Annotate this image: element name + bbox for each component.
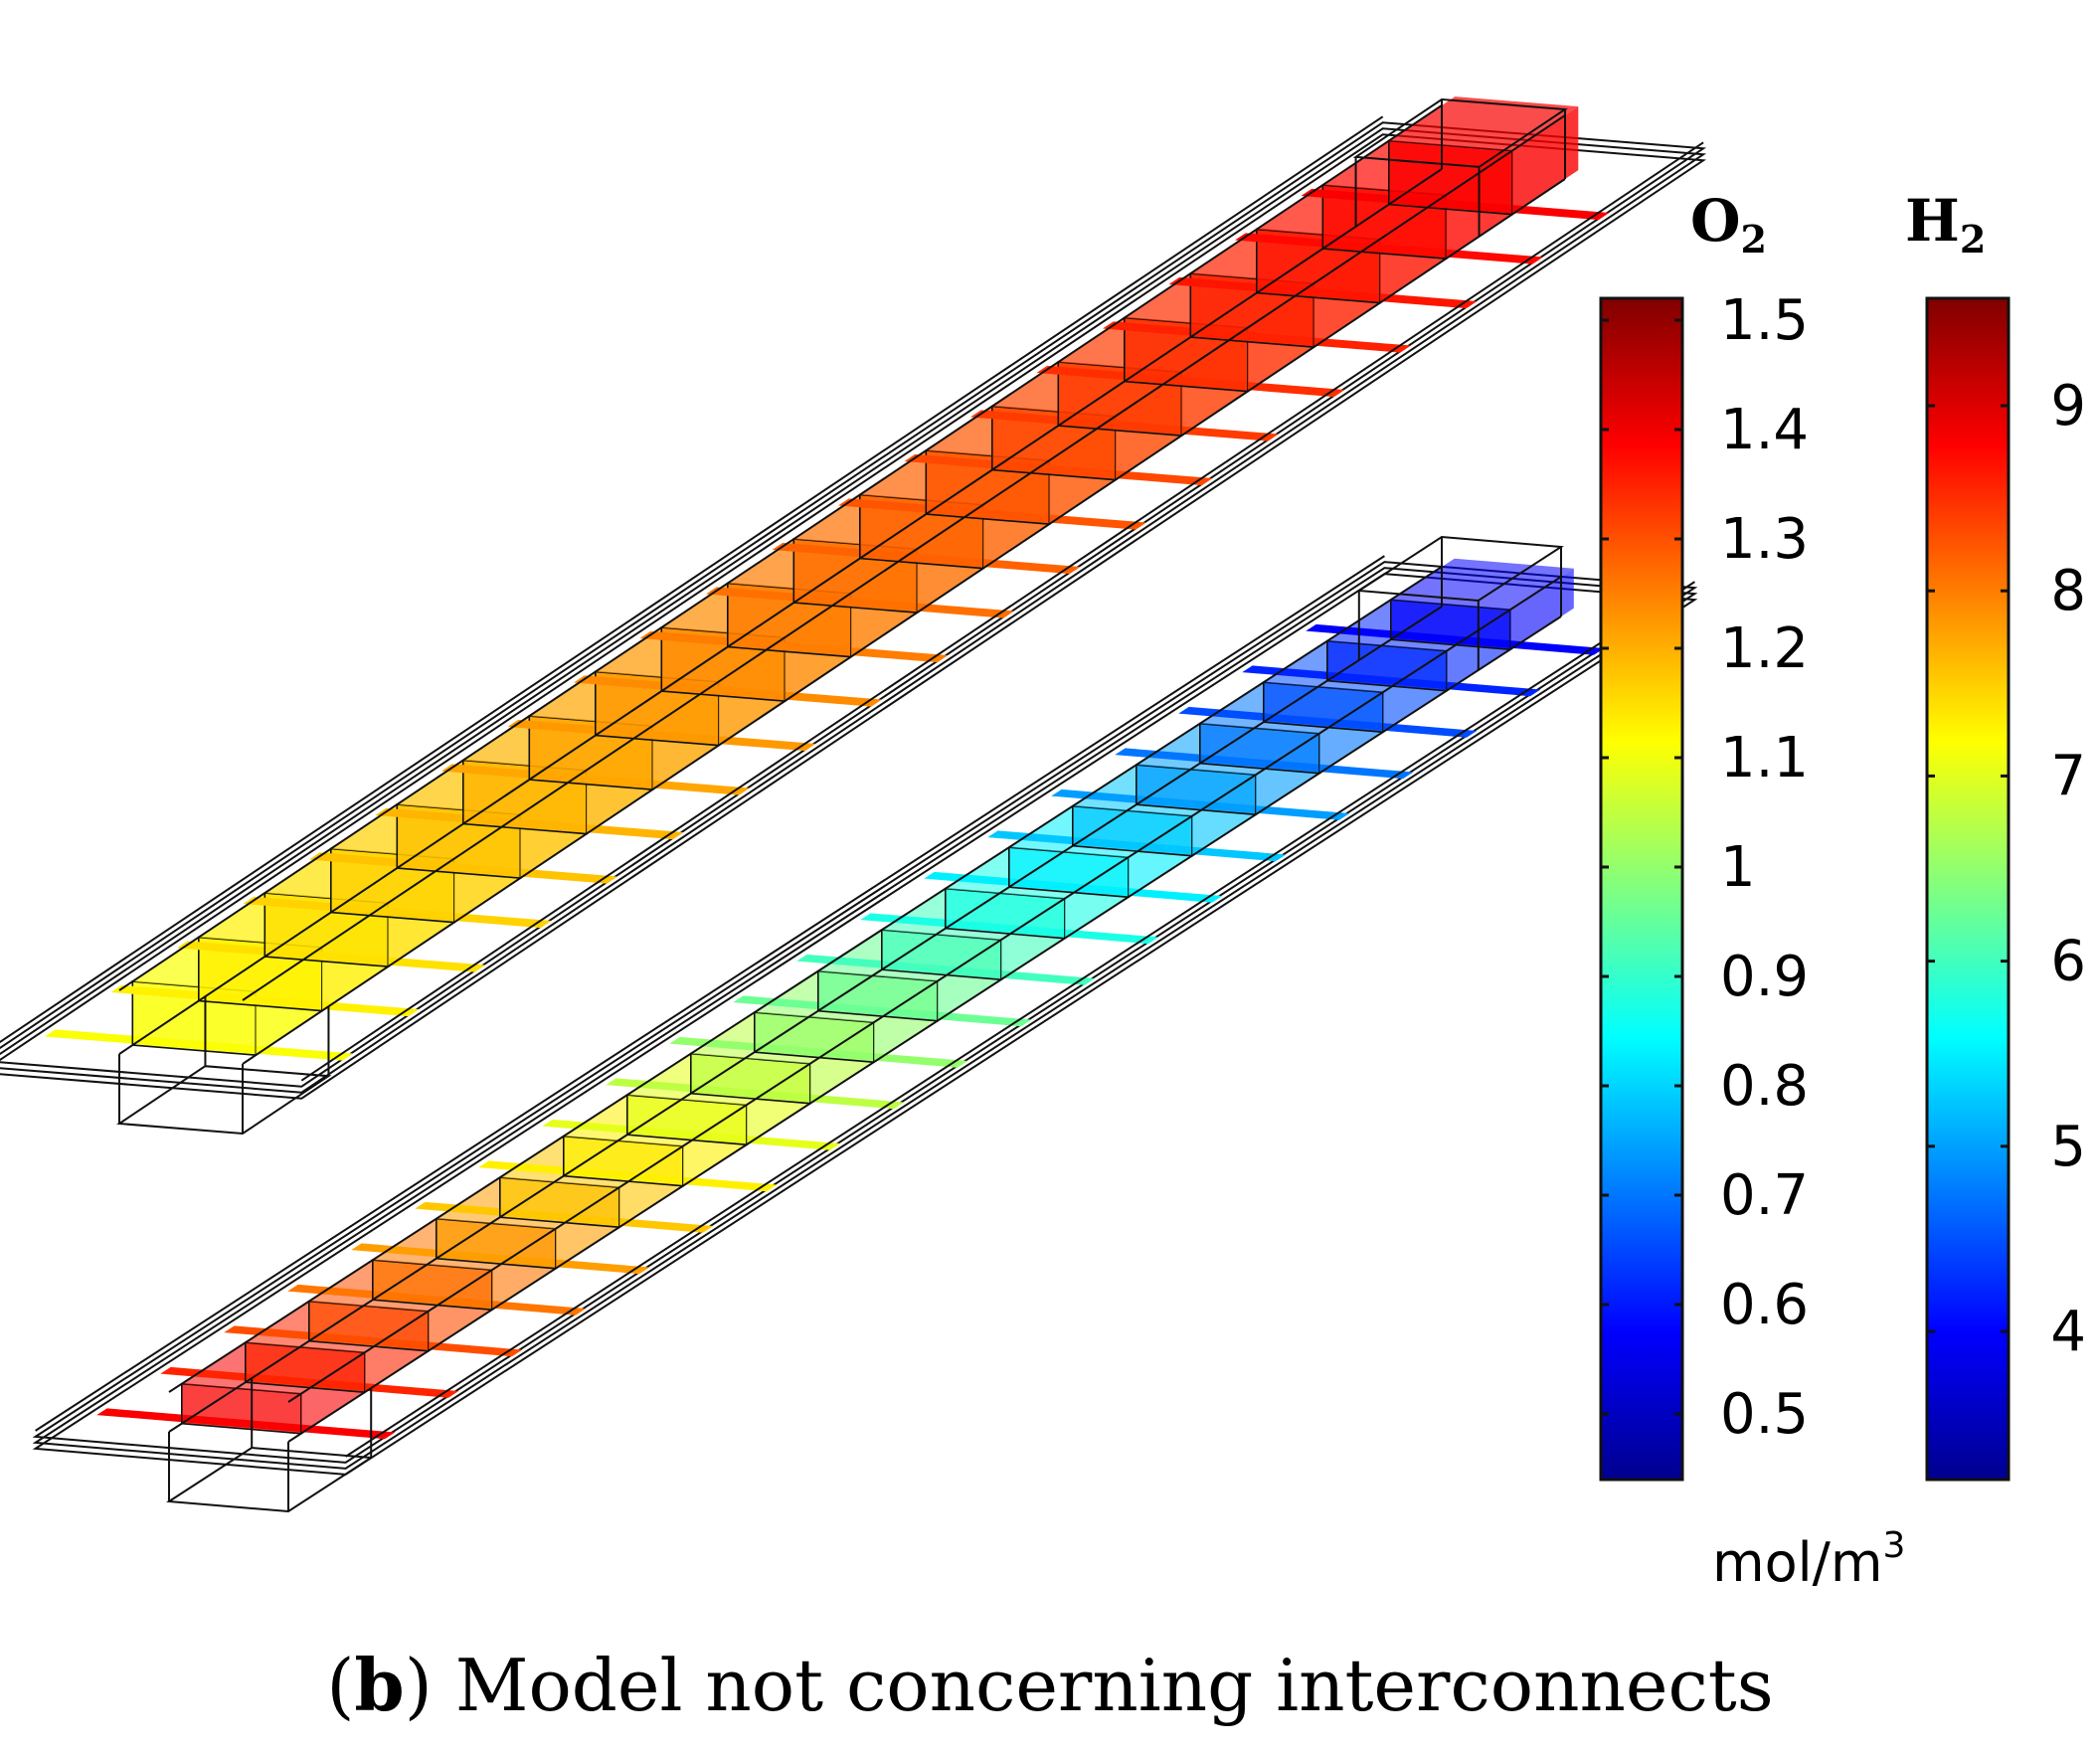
channel-cell-side: [1511, 106, 1579, 215]
tick-label: 1.2: [1720, 616, 1809, 681]
tick-label: 1.4: [1720, 398, 1809, 462]
tick-label: 8: [2050, 559, 2086, 623]
plate-frame-edge: [345, 581, 1695, 1458]
tick-label: 1.3: [1720, 507, 1809, 572]
base-plate-layer: [32, 567, 1698, 1470]
h2-colorbar: H2 9 8 7 6 5 4: [1905, 187, 2086, 1482]
tick-label: 6: [2050, 930, 2086, 994]
o2-channel-3d-model: [0, 96, 1707, 1136]
unit-sup: 3: [1882, 1525, 1905, 1566]
tick-label: 0.8: [1720, 1054, 1809, 1119]
tick-label: 0.7: [1720, 1163, 1809, 1228]
o2-colorbar-gradient: [1599, 296, 1684, 1482]
plate-frame-edge: [0, 115, 1384, 1044]
o2-colorbar-ticks: 1.5 1.4 1.3 1.2 1.1 1 0.9 0.8 0.7 0.6 0.5: [1600, 288, 1809, 1447]
tick-label: 4: [2050, 1300, 2086, 1364]
manifold-box-face: [116, 1065, 332, 1136]
tick-label: 1: [1720, 835, 1756, 900]
tick-label: 0.6: [1720, 1273, 1809, 1337]
channel-frame-edge: [168, 566, 1443, 1393]
caption-letter: b: [354, 1643, 404, 1727]
tick-label: 0.5: [1720, 1382, 1809, 1447]
channel-cell-wall: [1388, 139, 1513, 216]
colorbar-unit-label: mol/m3: [1712, 1525, 1905, 1594]
tick-label: 1.1: [1720, 726, 1809, 790]
caption-paren-close: ): [405, 1644, 433, 1727]
h2-title-sub: 2: [1960, 217, 1986, 262]
base-plate-layer: [0, 127, 1707, 1094]
base-plate-layer: [32, 573, 1698, 1476]
h2-colorbar-gradient: [1925, 296, 2011, 1482]
base-plate-layer: [0, 121, 1707, 1088]
channel-frame-edge: [287, 576, 1562, 1403]
o2-title-main: O: [1690, 187, 1741, 255]
base-plate-layer: [0, 133, 1707, 1100]
plate-frame-edge: [300, 141, 1704, 1082]
figure-caption: (b) Model not concerning interconnects: [326, 1643, 1773, 1727]
channel-frame-edge: [242, 178, 1566, 1065]
channel-frame-edge: [242, 114, 1566, 1001]
plate-frame-edge: [35, 555, 1385, 1432]
tick-label: 9: [2050, 374, 2086, 438]
channel-frame-edge: [118, 168, 1443, 1055]
unit-main: mol/m: [1712, 1531, 1882, 1594]
caption-text: Model not concerning interconnects: [433, 1644, 1774, 1727]
caption-paren-open: (: [326, 1644, 354, 1727]
tick-label: 7: [2050, 744, 2086, 808]
h2-title-main: H: [1905, 187, 1960, 255]
channel-cell-side: [1509, 568, 1574, 650]
h2-colorbar-title: H2: [1905, 187, 1986, 262]
h2-colorbar-ticks: 9 8 7 6 5 4: [1926, 374, 2086, 1364]
o2-colorbar: O2 1.5 1.4 1.3 1.2 1.1 1 0.9 0.8 0.7 0.6 0.5: [1599, 187, 1809, 1482]
tick-label: 0.9: [1720, 945, 1809, 1009]
tick-label: 1.5: [1720, 288, 1809, 353]
channel-frame-edge: [168, 606, 1443, 1433]
channel-frame-edge: [118, 104, 1443, 991]
channel-frame-edge: [287, 615, 1562, 1443]
h2-channel-3d-model: [32, 535, 1698, 1513]
o2-colorbar-title: O2: [1690, 187, 1767, 262]
o2-title-sub: 2: [1741, 217, 1767, 262]
tick-label: 5: [2050, 1115, 2086, 1179]
